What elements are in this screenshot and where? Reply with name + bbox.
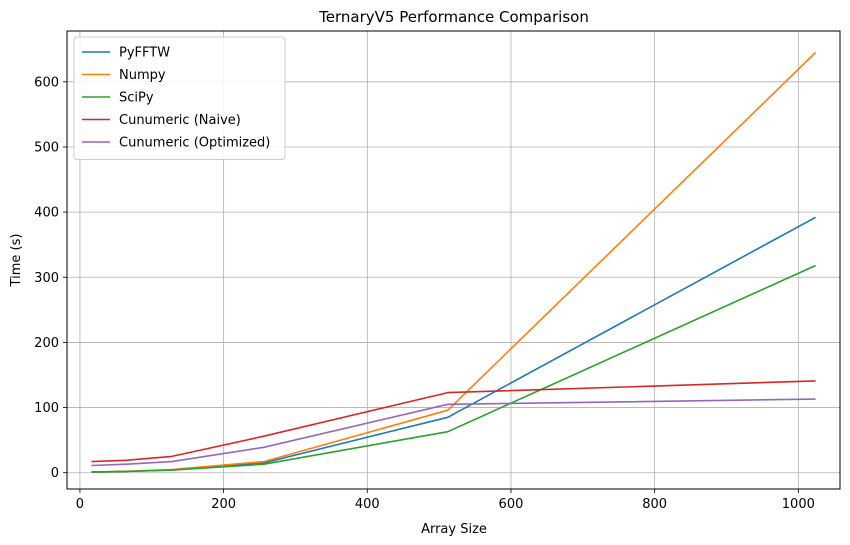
x-axis-label: Array Size <box>421 522 487 537</box>
y-tick-label: 200 <box>34 336 59 351</box>
legend-label: Cunumeric (Optimized) <box>119 136 270 151</box>
y-tick-label: 0 <box>51 466 59 481</box>
chart-title: TernaryV5 Performance Comparison <box>318 8 589 26</box>
y-tick-label: 600 <box>34 75 59 90</box>
legend-box <box>73 36 286 160</box>
plot-frame <box>66 30 841 490</box>
y-tick-label: 500 <box>34 140 59 155</box>
series-lines <box>91 51 817 473</box>
x-tick-label: 800 <box>642 497 667 512</box>
x-tick-label: 0 <box>76 497 84 512</box>
x-tick-label: 200 <box>211 497 236 512</box>
series-line-4 <box>91 380 816 463</box>
legend-label: SciPy <box>119 91 154 106</box>
y-axis-ticks: 0 100 200 300 400 500 600 <box>34 75 67 481</box>
x-tick-label: 1000 <box>782 497 815 512</box>
y-tick-label: 400 <box>34 206 59 221</box>
x-tick-label: 400 <box>355 497 380 512</box>
series-line-3 <box>91 264 816 473</box>
legend-label: PyFFTW <box>119 46 170 61</box>
series-line-5 <box>91 398 816 467</box>
x-tick-label: 600 <box>499 497 524 512</box>
y-tick-label: 100 <box>34 401 59 416</box>
y-axis-label: Time (s) <box>9 234 24 288</box>
legend-label: Numpy <box>119 68 166 83</box>
x-axis-ticks: 0 200 400 600 800 1000 <box>76 489 815 512</box>
series-line-1 <box>91 216 816 473</box>
legend: PyFFTW Numpy SciPy Cunumeric (Naive) Cunumer… <box>73 36 286 160</box>
y-tick-label: 300 <box>34 271 59 286</box>
legend-label: Cunumeric (Naive) <box>119 113 241 128</box>
